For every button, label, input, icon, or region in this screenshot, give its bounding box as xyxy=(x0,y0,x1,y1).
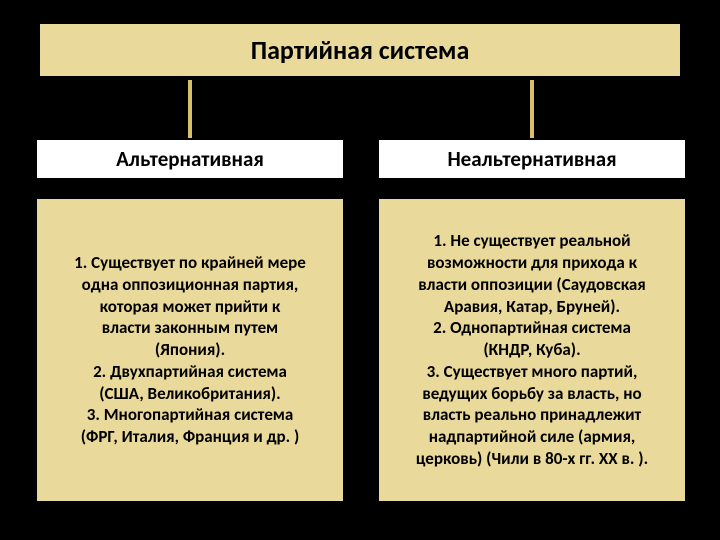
title-box: Партийная система xyxy=(38,22,682,78)
left-header-text: Альтернативная xyxy=(116,146,264,172)
connector-right xyxy=(530,80,534,140)
right-body-box: 1. Не существует реальной возможности дл… xyxy=(377,197,687,503)
right-body-text: 1. Не существует реальной возможности дл… xyxy=(416,230,648,469)
left-header-box: Альтернативная xyxy=(35,138,345,180)
left-body-box: 1. Существует по крайней мере одна оппоз… xyxy=(35,197,345,503)
left-body-text: 1. Существует по крайней мере одна оппоз… xyxy=(74,252,306,448)
right-header-box: Неальтернативная xyxy=(377,138,687,180)
right-header-text: Неальтернативная xyxy=(447,146,616,172)
connector-left xyxy=(188,80,192,140)
title-text: Партийная система xyxy=(251,34,470,66)
